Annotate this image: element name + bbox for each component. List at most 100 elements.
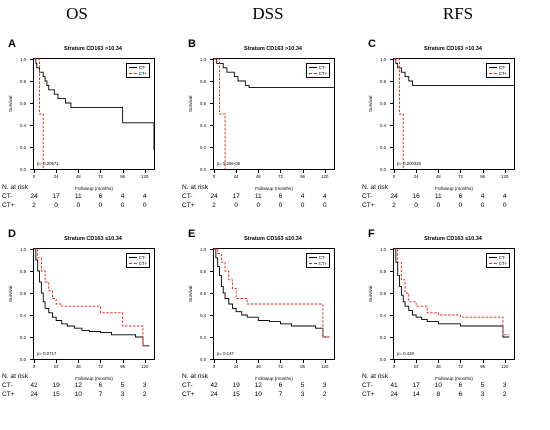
legend-label: CT- [498,255,506,260]
survival-curves [214,248,330,338]
y-axis-label: Survival [8,285,13,302]
p-value: p= 0.0717 [37,351,57,356]
y-tick-label: 0.4 [20,312,26,318]
x-tick-mark [280,360,282,363]
y-tick-mark [30,337,33,338]
column-title-os: OS [66,4,88,23]
x-tick-label: 96 [300,364,305,369]
x-tick-mark [78,360,79,363]
y-tick-mark [210,169,213,170]
legend-item: CT- [128,65,147,71]
series-line-ct-plus [214,58,226,169]
risk-count: 15 [232,391,240,398]
risk-count: 24 [210,193,218,200]
risk-row: CT+ 2 0 0 0 0 0 [182,201,352,210]
survival-curves [34,58,155,169]
legend-swatch [488,262,497,264]
risk-count: 4 [142,193,147,200]
x-tick-label: 72 [278,364,283,369]
risk-count: 3 [480,391,485,398]
risk-table: N. at risk CT- 24 17 11 6 4 4 CT+ 2 0 0 0 0 0 [2,183,172,210]
x-tick-mark [122,360,124,363]
y-tick-mark [210,359,213,360]
risk-count: 15 [52,391,60,398]
x-axis-label: Followup (months) [75,186,113,191]
risk-count: 0 [300,202,305,209]
survival-curves [34,248,150,347]
survival-curves [214,58,334,169]
risk-count: 0 [436,202,441,209]
y-tick-label: 0.2 [20,144,26,150]
risk-count: 17 [232,193,240,200]
plot-area: CT- CT+ p= 0.00571 [33,58,155,170]
risk-count: 6 [278,193,283,200]
x-tick-mark [56,170,57,173]
y-tick-label: 0.2 [380,144,386,150]
risk-count: 6 [458,382,463,389]
risk-count: 0 [142,202,147,209]
y-axis-label: Survival [188,285,193,302]
y-tick-label: 0.4 [200,122,206,128]
series-line-ct-minus [34,248,150,347]
risk-count: 6 [278,382,283,389]
y-tick-label: 1.0 [380,56,386,62]
y-tick-mark [30,81,33,82]
y-tick-label: 0.0 [20,166,26,172]
risk-table: N. at risk CT- 24 16 11 6 4 4 CT+ 2 0 0 0 0 0 [362,183,532,210]
p-value: p= 5.29e-05 [217,161,241,166]
y-tick-label: 0.8 [380,78,386,84]
y-tick-mark [210,147,213,148]
legend-item: CT- [488,255,507,261]
risk-count: 24 [30,193,38,200]
y-tick-label: 0.8 [200,268,206,274]
risk-count: 0 [54,202,58,209]
chart-panel-d: D Stratum CD163 ≤10.34 Survival Followup (m… [8,228,178,396]
panel-letter: A [8,38,16,50]
y-tick-mark [30,359,33,360]
x-tick-label: 96 [480,364,485,369]
risk-row: CT+ 24 15 10 7 3 2 [182,390,352,399]
risk-row-label: CT- [2,382,13,389]
risk-table-header: N. at risk [182,184,209,191]
y-tick-label: 0.8 [20,268,26,274]
x-tick-label: 96 [120,174,125,179]
risk-count: 24 [390,391,398,398]
risk-count: 0 [278,202,283,209]
legend: CT- CT+ [485,253,510,268]
y-tick-mark [210,81,213,82]
risk-row: CT+ 24 14 8 6 3 2 [362,390,532,399]
legend-item: CT- [308,65,327,71]
legend-label: CT- [138,65,146,70]
risk-table: N. at risk CT- 42 19 12 6 5 3 CT+ 24 15 10 7 3 2 [182,372,352,399]
legend: CT- CT+ [125,253,150,268]
legend: CT- CT+ [125,63,150,78]
x-tick-mark [78,170,79,173]
p-value: p= 0.428 [397,351,414,356]
series-line-ct-plus [214,248,330,338]
risk-count: 12 [74,382,82,389]
x-tick-mark [144,360,146,363]
y-axis-label: Survival [8,95,13,112]
x-tick-label: 48 [255,364,261,369]
risk-count: 3 [120,391,125,398]
risk-table-header: N. at risk [2,373,29,380]
x-tick-mark [416,360,417,363]
y-tick-label: 0.0 [200,166,206,172]
y-tick-label: 1.0 [200,56,206,62]
risk-count: 24 [210,391,218,398]
risk-row-label: CT- [182,193,193,200]
x-tick-label: 120 [501,364,509,369]
risk-count: 12 [254,382,262,389]
risk-count: 11 [254,193,262,200]
risk-row: CT- 24 17 11 6 4 4 [182,192,352,201]
chart-title: Stratum CD163 >10.34 [244,46,302,52]
p-value: p= 0.000320 [397,161,422,166]
x-tick-label: 0 [32,174,36,179]
risk-count: 3 [322,382,327,389]
plot-area: CT- CT+ p= 0.0717 [33,248,155,360]
legend-item: CT+ [308,261,327,267]
x-tick-mark [324,360,326,363]
risk-row: CT- 42 19 12 6 5 3 [182,381,352,390]
x-tick-label: 120 [141,364,149,369]
y-tick-mark [390,81,393,82]
